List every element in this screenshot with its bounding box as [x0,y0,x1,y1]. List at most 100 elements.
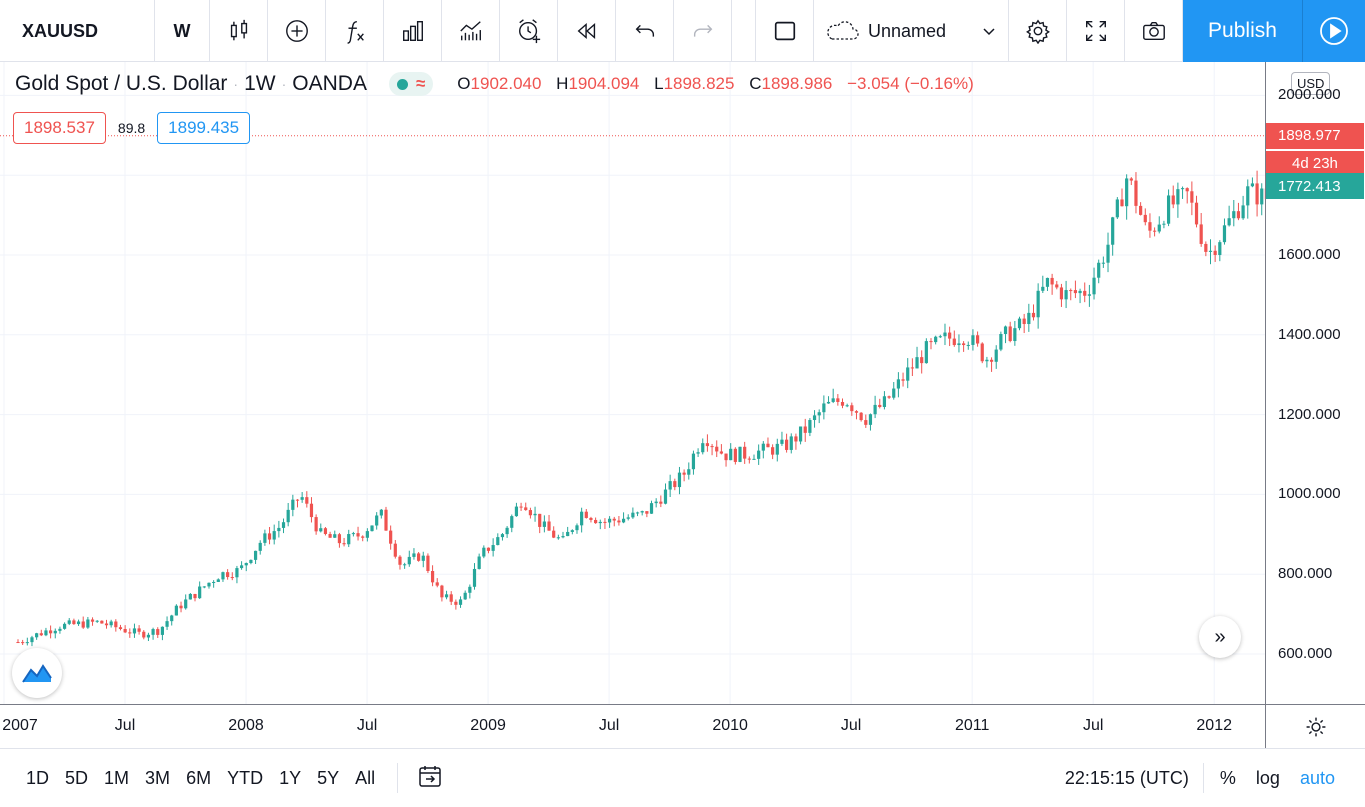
timezone-clock[interactable]: 22:15:15 (UTC) [1064,767,1189,788]
candle-body [952,338,956,346]
candle-body [496,537,500,546]
candle-body [822,403,826,413]
price-chart[interactable] [0,62,1265,704]
cloud-icon [827,21,859,40]
legend-title: Gold Spot / U.S. Dollar [15,72,228,95]
indicators-button[interactable] [326,0,384,62]
range-button-6m[interactable]: 6M [186,767,212,788]
interval-button[interactable]: W [155,0,210,62]
candle-body [356,533,360,537]
candle-body [179,605,183,609]
candle-body [691,453,696,470]
buy-button[interactable]: 1899.435 [157,112,251,144]
go-to-date-button[interactable] [412,764,450,793]
scroll-to-realtime-button[interactable]: » [1199,616,1241,658]
toolbar-spacer [732,0,756,61]
sell-button[interactable]: 1898.537 [13,112,106,144]
range-button-all[interactable]: All [355,767,376,788]
candle-body [1055,284,1059,288]
candle-body [971,335,975,345]
candle-body [710,446,714,448]
range-button-3m[interactable]: 3M [145,767,171,788]
symbol-search-button[interactable]: XAUUSD [0,0,155,62]
chart-style-button[interactable] [210,0,268,62]
templates-button[interactable] [442,0,500,62]
close-value: 1898.986 [761,74,833,93]
publish-button[interactable]: Publish [1183,0,1303,62]
candle-body [333,534,337,538]
candle-body [1157,224,1161,232]
change-value: −3.054 (−0.16%) [847,74,974,93]
candle-body [468,586,472,593]
range-button-1d[interactable]: 1D [26,767,50,788]
market-status-pill[interactable]: ≈ [388,72,434,96]
candle-body [957,343,961,346]
price-tick-label: 2000.000 [1278,86,1341,104]
candle-body [552,530,556,538]
candle-body [798,426,803,442]
range-button-5d[interactable]: 5D [65,767,89,788]
candle-body [53,630,57,634]
auto-scale-toggle[interactable]: auto [1299,767,1335,788]
layout-name-menu[interactable]: Unnamed [814,0,1009,62]
candle-body [1139,205,1143,215]
bar-countdown-tag: 4d 23h [1266,150,1364,177]
time-axis[interactable]: 2007 Jul 2008 Jul 2009 Jul 2010 Jul 2011 Jul 2012 [0,704,1265,748]
tradingview-logo-button[interactable] [12,648,62,698]
price-axis[interactable]: USD 1898.977 4d 23h 1772.413 2000.000 160… [1265,62,1365,704]
percent-scale-toggle[interactable]: % [1219,767,1236,788]
settings-button[interactable] [1009,0,1067,62]
open-key: O [457,74,471,93]
compare-button[interactable] [268,0,326,62]
candle-body [123,629,127,633]
chart-pane[interactable]: Gold Spot / U.S. Dollar · 1W · OANDA ≈ O… [0,62,1265,704]
redo-button[interactable] [674,0,732,62]
alarm-plus-icon [518,19,540,44]
snapshot-button[interactable] [1125,0,1183,62]
play-button[interactable] [1303,0,1365,62]
alert-button[interactable] [500,0,558,62]
candle-body [1134,180,1138,206]
undo-button[interactable] [616,0,674,62]
double-chevron-right-icon: » [1214,625,1226,648]
candle-body [1241,205,1245,219]
candle-body [687,469,691,475]
fullscreen-button[interactable] [1067,0,1125,62]
candle-body [1097,262,1101,278]
candle-body [696,452,700,454]
candle-body [90,619,95,622]
replay-button[interactable] [558,0,616,62]
candle-body [491,545,495,551]
range-button-1m[interactable]: 1M [104,767,130,788]
candle-body [198,586,202,599]
financials-button[interactable] [384,0,442,62]
candle-body [836,398,840,402]
candle-body [845,405,849,407]
candle-body [58,628,62,631]
candle-body [184,599,188,609]
countdown-text: 4d 23h [1292,155,1338,173]
candle-body [975,335,980,344]
range-button-ytd[interactable]: YTD [227,767,264,788]
log-scale-toggle[interactable]: log [1255,767,1280,788]
candle-body [342,543,346,545]
market-open-icon [396,78,408,90]
select-layout-button[interactable] [756,0,814,62]
candle-body [635,512,640,514]
candle-body [1115,199,1119,218]
candle-body [230,577,234,579]
candle-body [598,521,602,524]
axis-settings-button[interactable] [1265,704,1365,748]
candle-body [864,420,868,425]
candle-body [207,582,211,587]
range-button-1y[interactable]: 1Y [279,767,302,788]
candle-body [850,405,854,412]
candle-body [486,547,491,551]
range-button-5y[interactable]: 5Y [317,767,340,788]
currency-badge[interactable]: USD [1291,72,1331,95]
candle-body [156,629,160,635]
candle-body [1190,191,1194,203]
candle-body [1213,250,1217,255]
candle-body [1031,312,1036,318]
candle-body [584,511,588,518]
